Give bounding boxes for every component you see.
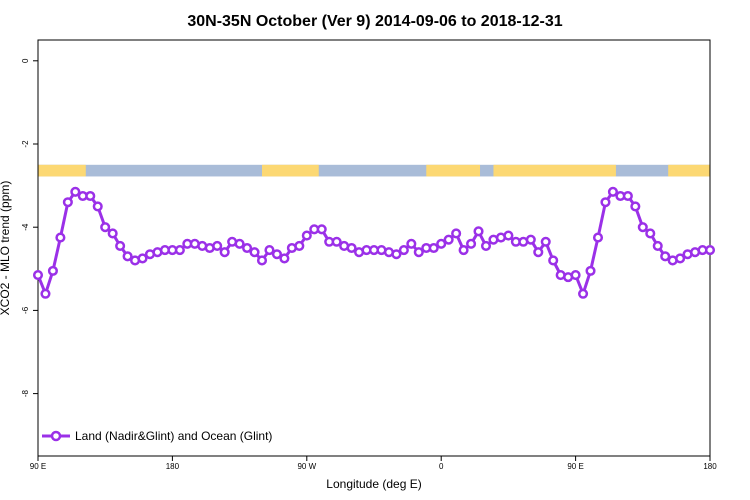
data-point	[174, 245, 185, 256]
data-point	[637, 222, 648, 233]
data-point	[256, 255, 268, 266]
data-point	[578, 288, 589, 299]
data-point	[540, 236, 551, 247]
x-axis: 90 E 180 90 W 0 90 E 180	[30, 456, 717, 471]
data-point	[55, 232, 66, 243]
x-tick-label: 90 E	[30, 462, 46, 471]
data-point	[473, 226, 484, 237]
data-point	[622, 190, 633, 202]
data-point	[406, 238, 417, 249]
data-point	[279, 253, 290, 264]
data-point	[212, 240, 223, 251]
data-point	[652, 240, 663, 251]
data-point	[413, 247, 424, 258]
data-point	[122, 251, 133, 262]
data-point	[92, 201, 103, 212]
data-point	[704, 245, 716, 256]
data-point	[70, 186, 81, 197]
x-tick-label: 180	[703, 462, 717, 471]
land-band-segment	[493, 164, 616, 177]
data-point	[600, 197, 611, 208]
y-tick-label: -4	[21, 223, 30, 231]
data-point	[107, 228, 118, 239]
legend-entry: Land (Nadir&Glint) and Ocean (Glint)	[75, 429, 272, 443]
land-band-segment	[38, 164, 86, 177]
data-point	[100, 222, 111, 233]
ocean-band	[38, 164, 710, 177]
data-point	[234, 238, 245, 249]
data-point	[115, 240, 126, 251]
data-point	[525, 234, 536, 245]
data-point	[40, 288, 51, 299]
chart-title: 30N-35N October (Ver 9) 2014-09-06 to 20…	[187, 13, 562, 30]
data-point	[548, 255, 559, 266]
land-band-segment	[262, 164, 319, 177]
data-point	[137, 253, 148, 264]
x-axis-label: Longitude (deg E)	[326, 477, 421, 491]
y-tick-label: 0	[21, 58, 30, 63]
data-point	[645, 228, 656, 239]
data-point	[675, 253, 686, 264]
data-point	[62, 197, 73, 208]
data-point	[451, 228, 462, 239]
data-point	[85, 190, 96, 202]
land-band-segment	[426, 164, 481, 177]
data-point	[570, 269, 581, 281]
data-point	[316, 224, 327, 235]
data-point	[428, 242, 439, 254]
data-point	[503, 230, 514, 241]
data-point	[391, 249, 402, 260]
land-band-segment	[668, 164, 710, 177]
data-point	[398, 245, 409, 256]
data-point	[607, 186, 618, 197]
data-point	[346, 242, 357, 254]
y-tick-label: -6	[21, 306, 30, 314]
data-point	[630, 201, 641, 212]
data-point	[458, 245, 469, 256]
y-axis: 0 -2 -4 -6 -8	[21, 58, 38, 397]
land-ocean-band	[38, 164, 710, 177]
data-point	[271, 249, 282, 260]
data-point	[660, 251, 671, 262]
x-tick-label: 0	[439, 462, 444, 471]
x-tick-label: 90 W	[297, 462, 316, 471]
data-point	[32, 269, 44, 281]
data-point	[294, 240, 305, 251]
legend: Land (Nadir&Glint) and Ocean (Glint)	[42, 429, 272, 443]
data-point	[47, 265, 58, 276]
legend-marker	[50, 430, 62, 442]
x-tick-label: 90 E	[567, 462, 583, 471]
data-point	[301, 230, 312, 241]
y-tick-label: -8	[21, 389, 30, 397]
data-point	[585, 265, 596, 276]
x-tick-label: 180	[166, 462, 180, 471]
data-point	[533, 247, 544, 258]
series-line	[36, 190, 710, 296]
y-axis-label: XCO2 - MLO trend (ppm)	[0, 181, 12, 316]
data-point	[249, 247, 260, 258]
data-point	[219, 247, 230, 258]
data-point	[331, 236, 342, 247]
y-tick-label: -2	[21, 140, 30, 148]
data-point	[480, 240, 492, 251]
data-point	[436, 238, 447, 249]
data-point	[242, 242, 253, 254]
series-layer	[32, 186, 716, 299]
data-point	[592, 232, 604, 243]
data-point	[466, 238, 477, 249]
data-point	[443, 234, 454, 245]
data-point	[264, 245, 275, 256]
